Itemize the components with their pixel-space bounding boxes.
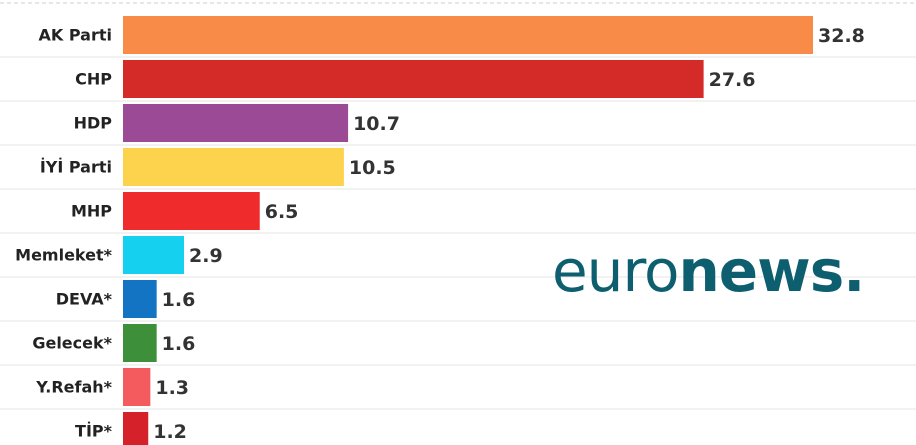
value-label: 2.9 (189, 245, 223, 267)
logo-euro: euro (552, 237, 679, 305)
logo-dot: . (843, 237, 865, 305)
bar (123, 324, 157, 362)
bars (123, 16, 813, 445)
bar (123, 412, 149, 445)
gridlines (0, 56, 916, 410)
value-label: 1.6 (162, 333, 196, 355)
value-label: 1.2 (153, 421, 187, 443)
category-label: AK Parti (39, 26, 112, 45)
category-label: Gelecek* (32, 334, 112, 353)
category-label: CHP (75, 70, 112, 89)
value-label: 10.7 (353, 113, 400, 135)
category-label: TİP* (75, 422, 113, 441)
value-label: 6.5 (265, 201, 299, 223)
value-labels: 32.8 27.6 10.7 10.5 6.5 2.9 1.6 1.6 1.3 1.2 (153, 25, 865, 443)
category-label: DEVA* (56, 290, 113, 309)
category-label: İYİ Parti (40, 158, 112, 177)
bar (123, 192, 260, 230)
bar (123, 368, 151, 406)
bar (123, 16, 813, 54)
category-label: HDP (74, 114, 113, 133)
euronews-logo: euronews. (552, 242, 865, 300)
bar (123, 148, 344, 186)
category-label: Memleket* (15, 246, 112, 265)
category-labels: AK Parti CHP HDP İYİ Parti MHP Memleket* DEVA*… (15, 26, 112, 441)
value-label: 1.3 (155, 377, 189, 399)
logo-news: news (678, 237, 845, 305)
bar (123, 280, 157, 318)
category-label: MHP (71, 202, 112, 221)
value-label: 32.8 (818, 25, 865, 47)
value-label: 10.5 (349, 157, 396, 179)
bar (123, 60, 704, 98)
bar (123, 236, 185, 274)
value-label: 27.6 (709, 69, 756, 91)
category-label: Y.Refah* (35, 378, 112, 397)
value-label: 1.6 (162, 289, 196, 311)
bar (123, 104, 349, 142)
